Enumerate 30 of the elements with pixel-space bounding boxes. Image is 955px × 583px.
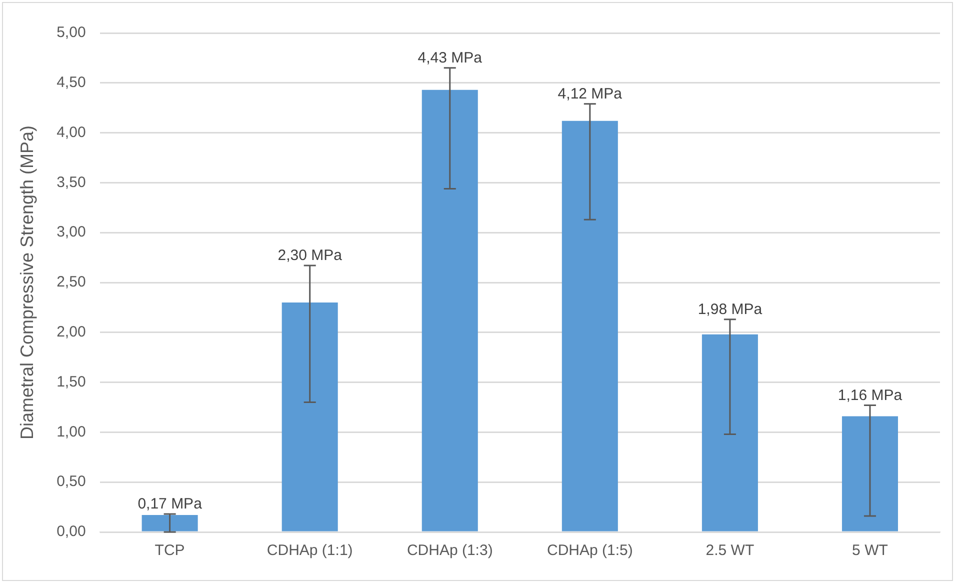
bar — [282, 302, 338, 532]
y-tick-label: 4,50 — [56, 74, 86, 92]
y-tick-label: 5,00 — [56, 24, 86, 42]
x-tick-label: CDHAp (1:1) — [266, 542, 353, 560]
y-tick-label: 1,00 — [56, 423, 86, 440]
y-tick-label: 3,00 — [56, 224, 86, 241]
bar — [422, 90, 478, 532]
y-tick-label: 0,50 — [56, 473, 86, 490]
y-tick-label: 3,50 — [56, 174, 86, 191]
y-tick-label: 0,00 — [56, 523, 86, 540]
x-tick-label: 2.5 WT — [706, 542, 754, 560]
y-axis-title: Diametral Compressive Strength (MPa) — [16, 125, 37, 440]
data-label: 4,12 MPa — [558, 86, 623, 102]
x-tick-label: CDHAp (1:3) — [406, 542, 493, 560]
data-label: 0,17 MPa — [138, 496, 203, 513]
y-tick-label: 2,00 — [56, 324, 86, 341]
bar — [562, 120, 618, 532]
y-tick-label: 2,50 — [56, 274, 86, 291]
x-tick-label: CDHAp (1:5) — [546, 542, 633, 560]
data-label: 4,43 MPa — [418, 50, 483, 67]
data-label: 1,98 MPa — [698, 301, 763, 318]
bar — [702, 334, 758, 532]
bar — [842, 416, 898, 532]
x-tick-label: TCP — [154, 542, 185, 560]
y-tick-label: 4,00 — [56, 124, 86, 141]
data-label: 1,16 MPa — [838, 386, 903, 404]
y-tick-label: 1,50 — [56, 373, 86, 390]
x-tick-label: 5 WT — [852, 542, 888, 560]
bar — [142, 515, 198, 532]
data-label: 2,30 MPa — [278, 247, 343, 264]
